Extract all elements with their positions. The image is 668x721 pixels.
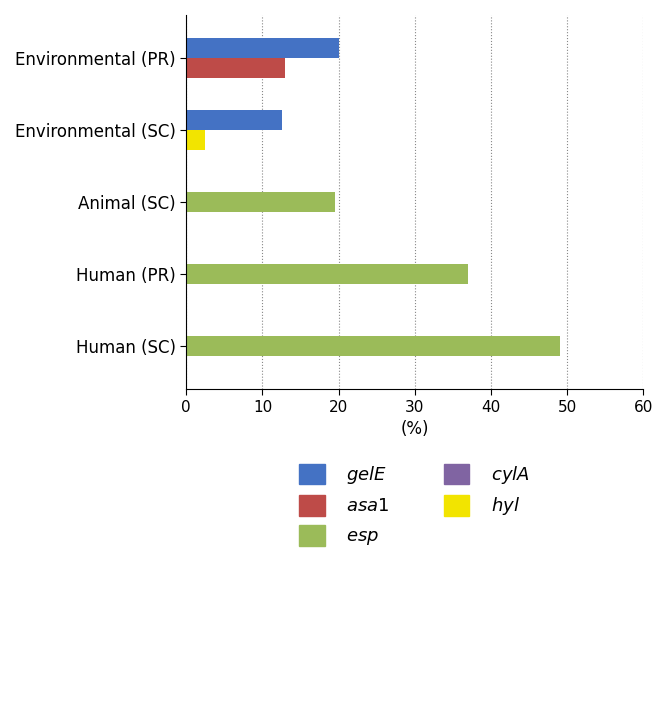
Bar bbox=[186, 58, 285, 79]
Legend:   $\it{gelE}$,   $\it{asa1}$,   $\it{esp}$,   $\it{cylA}$,   $\it{hyl}$: $\it{gelE}$, $\it{asa1}$, $\it{esp}$, $\… bbox=[290, 454, 539, 557]
Bar bbox=[186, 38, 339, 58]
Bar bbox=[186, 336, 560, 356]
X-axis label: (%): (%) bbox=[401, 420, 429, 438]
Bar bbox=[186, 131, 205, 150]
Bar bbox=[186, 192, 335, 212]
Bar bbox=[186, 110, 281, 131]
Bar bbox=[186, 264, 468, 284]
